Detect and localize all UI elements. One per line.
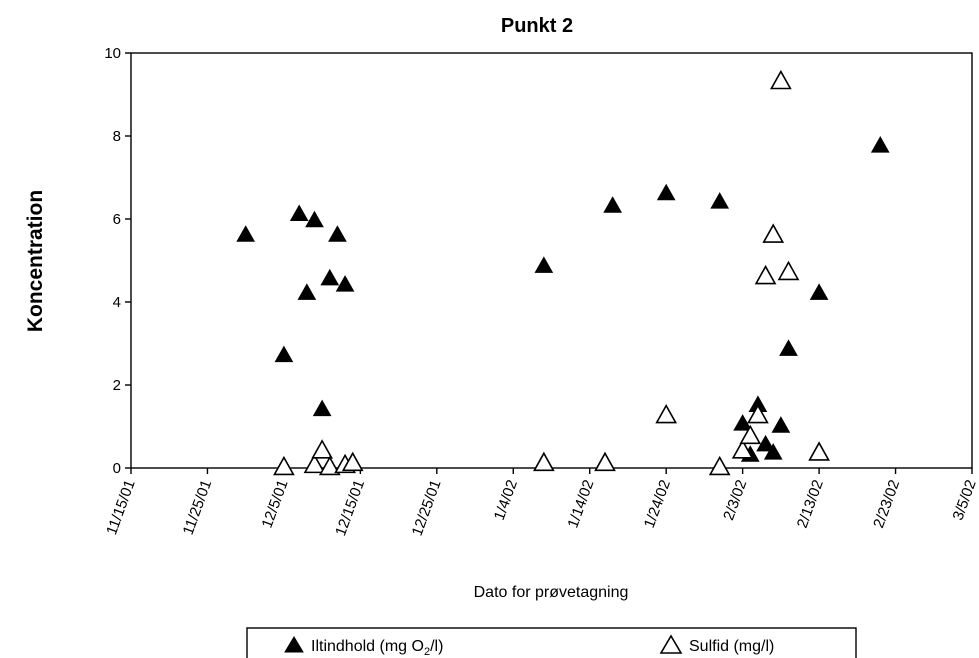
legend-iltindhold-prefix: Iltindhold (mg O	[311, 638, 424, 655]
iltindhold-point	[809, 283, 829, 300]
x-tick-label: 1/14/02	[564, 478, 597, 531]
iltindhold-point	[236, 225, 256, 242]
plot-area-frame	[130, 52, 973, 469]
iltindhold-point	[779, 339, 798, 356]
sulfid-point	[318, 455, 341, 476]
x-tick-label: 12/25/01	[409, 478, 445, 539]
x-axis-label: Dato for prøvetagning	[474, 584, 629, 601]
iltindhold-point	[710, 192, 730, 209]
data-points	[236, 69, 890, 476]
iltindhold-point	[274, 345, 294, 363]
x-tick-label: 12/5/01	[259, 478, 292, 531]
y-tick-label: 4	[113, 294, 121, 311]
iltindhold-point	[771, 416, 791, 433]
legend-iltindhold-subscript: 2	[424, 646, 430, 658]
y-tick-label: 0	[113, 460, 121, 477]
sulfid-point	[747, 403, 769, 424]
iltindhold-point	[335, 275, 355, 292]
x-tick-label: 12/15/01	[332, 478, 368, 539]
y-tick-label: 6	[113, 211, 121, 228]
y-tick-label: 8	[113, 128, 121, 145]
iltindhold-point	[320, 268, 340, 286]
x-tick-label: 1/24/02	[641, 478, 674, 531]
legend: Iltindhold (mg O2/l) Sulfid (mg/l)	[246, 627, 857, 658]
sulfid-point	[739, 424, 762, 445]
y-axis: 0 2 4 6 8 10	[104, 45, 131, 477]
x-axis: 11/15/01 11/25/01 12/5/01 12/15/01 12/25/01 1…	[103, 468, 979, 538]
iltindhold-point	[756, 434, 775, 452]
sulfid-point	[808, 441, 830, 461]
legend-box	[246, 627, 857, 658]
iltindhold-point	[656, 183, 676, 201]
sulfid-point	[341, 451, 364, 472]
iltindhold-point	[305, 210, 324, 228]
legend-iltindhold-suffix: /l)	[430, 638, 443, 655]
legend-label-iltindhold: Iltindhold (mg O2/l)	[311, 638, 443, 658]
sulfid-point	[303, 453, 326, 474]
x-tick-label: 2/3/02	[720, 478, 750, 523]
sulfid-point	[708, 455, 731, 476]
sulfid-point	[594, 451, 616, 472]
iltindhold-point	[763, 443, 783, 460]
x-tick-label: 1/4/02	[491, 478, 521, 523]
chart-title: Punkt 2	[501, 15, 573, 37]
y-tick-label: 2	[113, 377, 121, 394]
sulfid-point	[532, 451, 555, 472]
legend-marker-open-triangle	[659, 634, 683, 654]
iltindhold-point	[328, 225, 347, 242]
x-tick-label: 11/25/01	[180, 478, 216, 538]
sulfid-point	[655, 403, 678, 424]
sulfid-point	[770, 69, 792, 90]
iltindhold-point	[297, 283, 317, 300]
iltindhold-point	[289, 204, 309, 222]
y-tick-label: 10	[104, 45, 121, 62]
sulfid-point	[731, 439, 754, 459]
x-tick-label: 11/15/01	[103, 478, 139, 538]
x-tick-label: 2/13/02	[794, 478, 827, 531]
x-tick-label: 3/5/02	[950, 478, 979, 523]
iltindhold-point	[870, 136, 890, 153]
sulfid-point	[777, 260, 800, 281]
x-tick-label: 2/23/02	[870, 478, 903, 531]
sulfid-point	[273, 455, 295, 476]
sulfid-point	[311, 439, 333, 459]
iltindhold-point	[312, 399, 332, 417]
legend-marker-filled-triangle	[284, 636, 304, 653]
y-axis-label: Koncentration	[24, 190, 47, 332]
sulfid-point	[754, 264, 777, 285]
sulfid-point	[762, 223, 785, 243]
iltindhold-point	[603, 196, 623, 213]
legend-label-sulfid: Sulfid (mg/l)	[689, 638, 774, 655]
iltindhold-point	[733, 414, 752, 431]
iltindhold-point	[534, 256, 554, 273]
